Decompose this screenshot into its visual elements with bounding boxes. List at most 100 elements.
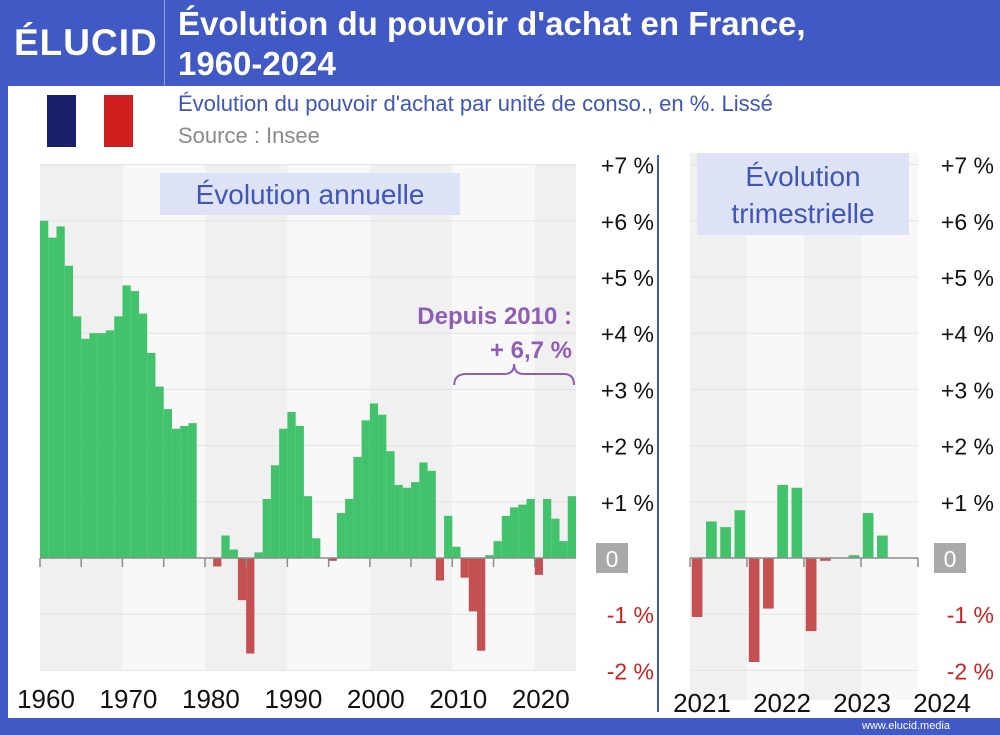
y-tick-label: +7 % bbox=[601, 153, 654, 179]
x-tick-label: 2023 bbox=[833, 688, 891, 718]
bar bbox=[171, 428, 181, 558]
bar bbox=[378, 414, 387, 558]
bar bbox=[720, 527, 731, 558]
y-tick-label: +4 % bbox=[601, 321, 654, 347]
bar bbox=[510, 507, 519, 558]
annotation-text: + 6,7 % bbox=[490, 337, 572, 364]
bar bbox=[791, 487, 803, 558]
bar bbox=[452, 546, 461, 558]
y-tick-label: +6 % bbox=[601, 209, 654, 235]
chart-title-box bbox=[697, 153, 909, 235]
bar bbox=[706, 521, 717, 558]
site-url: www.elucid.media bbox=[861, 720, 950, 732]
bar bbox=[559, 541, 568, 558]
x-tick-label: 2000 bbox=[347, 684, 405, 714]
bar bbox=[777, 484, 788, 558]
year-band bbox=[861, 153, 918, 700]
chart-subtitle: Évolution du pouvoir d'achat par unité d… bbox=[178, 91, 773, 116]
bar bbox=[485, 555, 494, 558]
bar bbox=[279, 428, 288, 558]
y-tick-label: +2 % bbox=[601, 434, 654, 460]
header: ÉLUCID Évolution du pouvoir d'achat en F… bbox=[0, 0, 1000, 86]
x-tick-label: 2021 bbox=[673, 688, 731, 718]
decade-band bbox=[534, 165, 576, 670]
y-tick-label: +5 % bbox=[601, 265, 654, 291]
chart-title: Évolution annuelle bbox=[196, 179, 425, 210]
bar bbox=[543, 498, 552, 558]
y-tick-label: +3 % bbox=[601, 377, 654, 403]
header-divider bbox=[164, 0, 165, 86]
bar bbox=[254, 552, 263, 558]
chart-title: trimestrielle bbox=[731, 198, 874, 229]
bar bbox=[386, 451, 395, 558]
bar bbox=[501, 515, 511, 558]
y-tick-label: +1 % bbox=[941, 490, 994, 516]
bar bbox=[89, 333, 98, 558]
bar bbox=[246, 558, 255, 654]
bar bbox=[877, 535, 888, 558]
bar bbox=[312, 538, 321, 558]
y-tick-label: +4 % bbox=[941, 321, 994, 347]
bar bbox=[805, 558, 817, 632]
bar bbox=[691, 558, 703, 618]
y-tick-label: 0 bbox=[606, 546, 619, 572]
bar bbox=[114, 316, 123, 558]
bar bbox=[213, 558, 222, 567]
bar bbox=[353, 456, 362, 558]
bar bbox=[295, 425, 304, 558]
bar bbox=[427, 470, 436, 558]
zero-label-box bbox=[596, 543, 628, 573]
y-tick-label: +1 % bbox=[601, 490, 654, 516]
decade-band bbox=[452, 165, 535, 670]
bar bbox=[48, 237, 57, 558]
bar bbox=[748, 558, 760, 662]
bar bbox=[402, 487, 412, 558]
bar bbox=[411, 482, 420, 558]
bar bbox=[526, 498, 535, 558]
bar bbox=[303, 496, 313, 558]
chart-title: Évolution bbox=[745, 161, 860, 192]
annotation-text: Depuis 2010 : bbox=[417, 303, 572, 330]
y-tick-label: +6 % bbox=[941, 209, 994, 235]
x-tick-label: 2024 bbox=[913, 688, 971, 718]
y-tick-label: -2 % bbox=[607, 658, 654, 684]
bar bbox=[221, 535, 230, 558]
y-tick-label: +2 % bbox=[941, 434, 994, 460]
bar bbox=[820, 558, 831, 561]
bar bbox=[40, 220, 49, 559]
bar bbox=[394, 484, 403, 558]
bar bbox=[188, 423, 197, 558]
bar bbox=[460, 558, 469, 578]
bar bbox=[477, 558, 486, 651]
title-line-2: 1960-2024 bbox=[178, 45, 336, 82]
bar bbox=[270, 465, 280, 558]
page-title: Évolution du pouvoir d'achat en France, … bbox=[178, 4, 978, 84]
x-tick-label: 1990 bbox=[264, 684, 322, 714]
bar bbox=[130, 291, 139, 558]
y-tick-label: +7 % bbox=[941, 153, 994, 179]
bar bbox=[237, 558, 247, 601]
bar bbox=[435, 558, 445, 581]
chart-title-box bbox=[160, 173, 460, 215]
bar bbox=[72, 316, 82, 558]
bar bbox=[229, 549, 238, 558]
bar bbox=[328, 558, 337, 561]
bar bbox=[567, 496, 576, 558]
bar bbox=[336, 513, 346, 558]
y-tick-label: -2 % bbox=[947, 658, 994, 684]
footer-bar bbox=[0, 718, 1000, 735]
bar bbox=[56, 226, 65, 559]
bar bbox=[97, 333, 106, 558]
bar bbox=[262, 498, 271, 558]
bar bbox=[534, 558, 544, 575]
bar bbox=[163, 409, 172, 558]
bar bbox=[848, 555, 860, 558]
source-note: Source : Insee bbox=[178, 123, 320, 148]
x-tick-label: 1970 bbox=[100, 684, 158, 714]
brand-logo: ÉLUCID bbox=[14, 22, 158, 63]
bar bbox=[138, 313, 148, 558]
bar bbox=[122, 285, 131, 558]
bar bbox=[64, 265, 73, 558]
